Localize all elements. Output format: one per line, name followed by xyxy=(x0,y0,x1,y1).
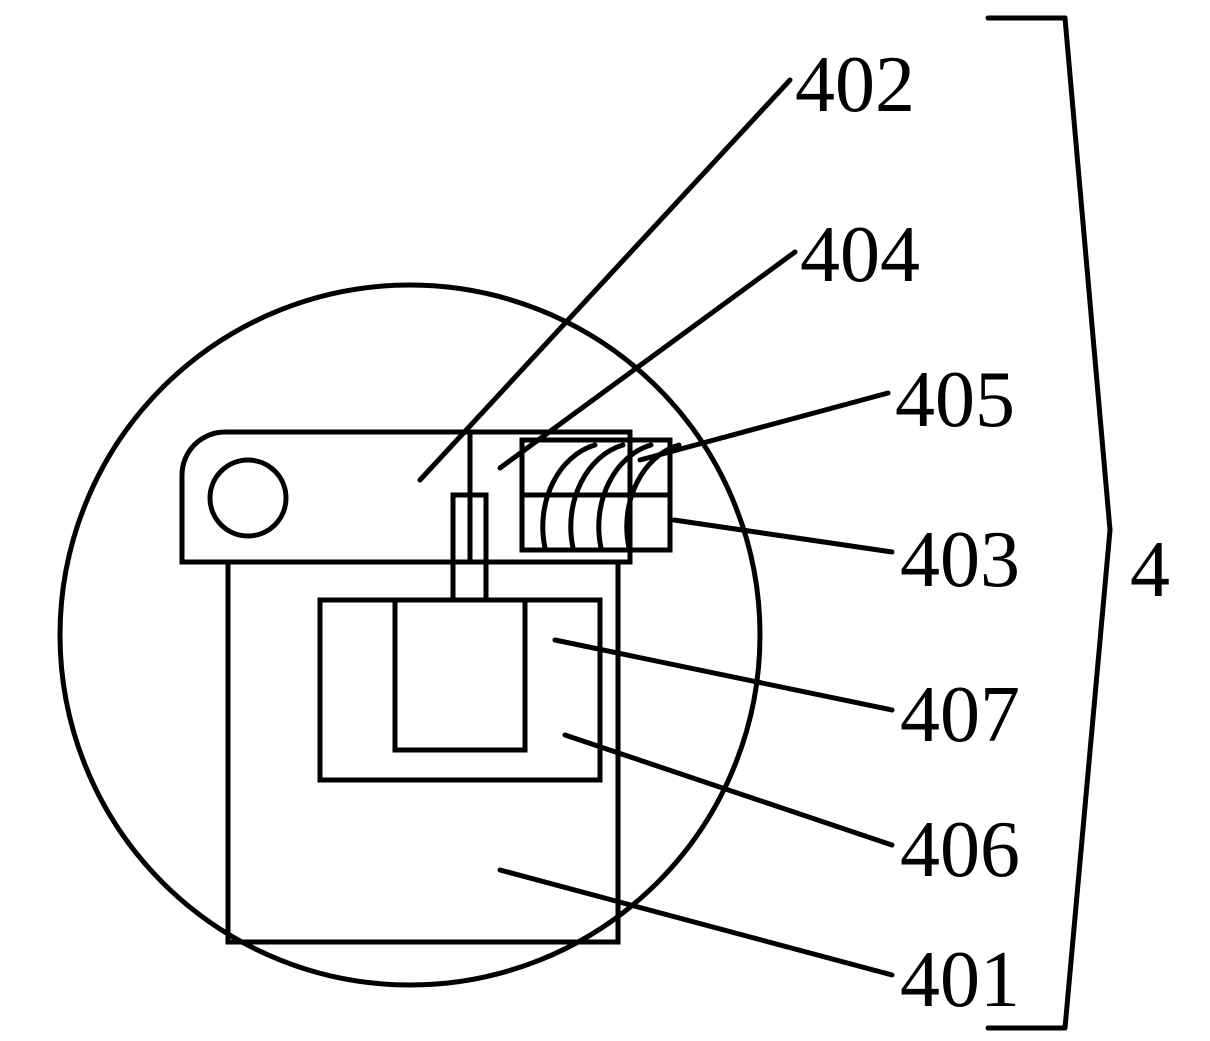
ref-label-402: 402 xyxy=(795,45,915,125)
ref-label-406: 406 xyxy=(900,810,1020,890)
ref-label-group_label.text: 4 xyxy=(1130,530,1170,610)
ref-label-405: 405 xyxy=(895,360,1015,440)
ref-label-401: 401 xyxy=(900,940,1020,1020)
figure-canvas: 402 404 405 403 407 406 401 4 xyxy=(0,0,1210,1041)
ref-label-407: 407 xyxy=(900,675,1020,755)
ref-label-403: 403 xyxy=(900,520,1020,600)
ref-label-404: 404 xyxy=(800,215,920,295)
diagram-svg xyxy=(0,0,1210,1041)
